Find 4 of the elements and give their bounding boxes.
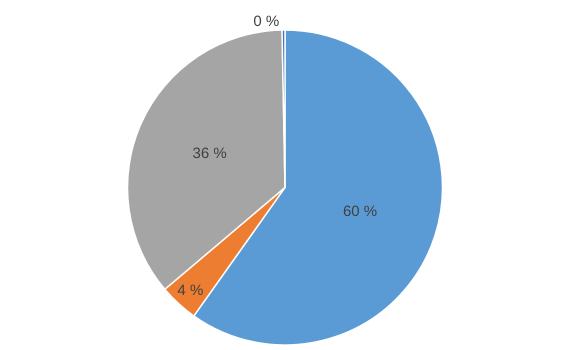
data-label: 36 % [192,144,227,162]
data-label: 0 % [253,13,280,30]
data-label: 60 % [342,202,378,220]
data-label: 4 % [177,282,204,300]
